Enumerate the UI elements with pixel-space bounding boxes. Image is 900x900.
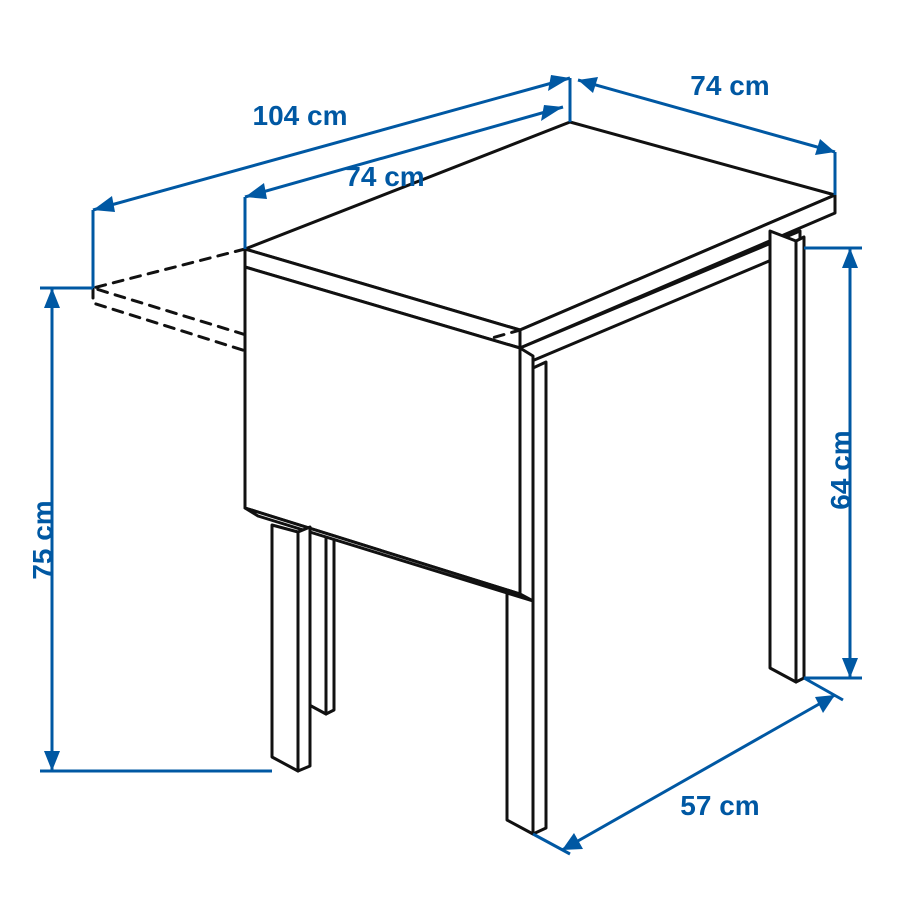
label-depth: 74 cm [690, 70, 769, 101]
table-front-left-leg [272, 525, 310, 771]
label-height-under: 64 cm [825, 430, 856, 509]
dimension-height-under: 64 cm [804, 248, 862, 678]
label-width-folded: 74 cm [345, 161, 424, 192]
dimension-leg-span: 57 cm [533, 678, 843, 854]
label-height-total: 75 cm [27, 500, 58, 579]
label-width-extended: 104 cm [253, 100, 348, 131]
dimension-diagram: 104 cm 74 cm 74 cm 75 cm 64 cm [0, 0, 900, 900]
label-leg-span: 57 cm [680, 790, 759, 821]
table-back-right-leg [770, 231, 804, 682]
dimension-height-total: 75 cm [27, 288, 272, 771]
